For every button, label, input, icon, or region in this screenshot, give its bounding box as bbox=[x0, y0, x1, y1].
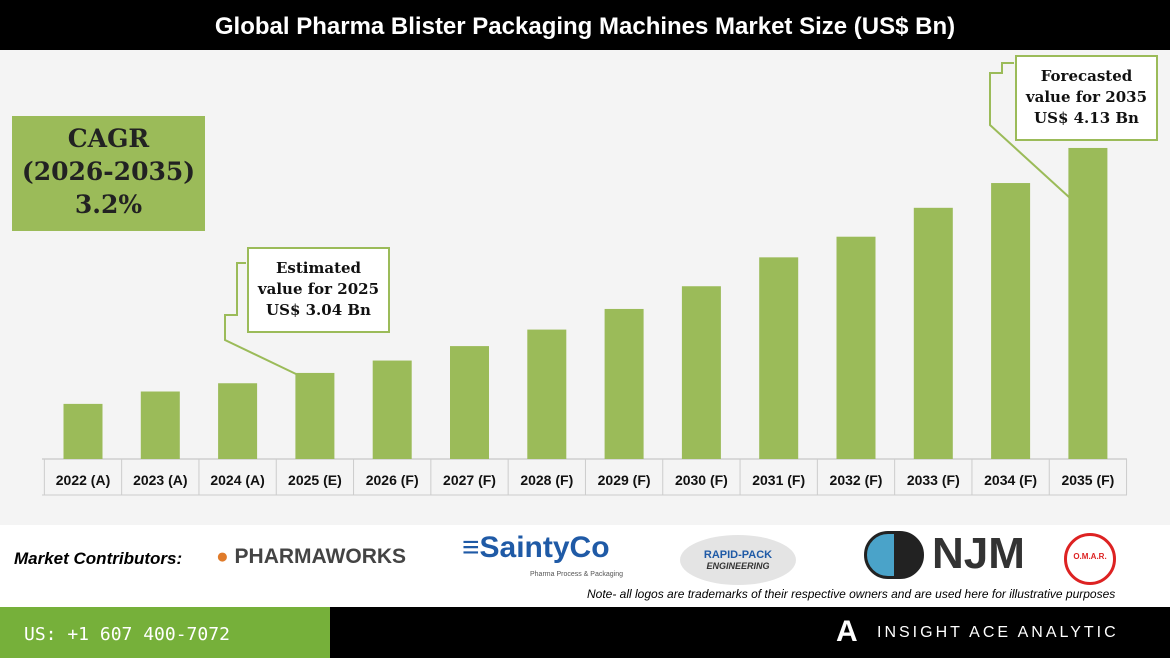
bar-2030 (F) bbox=[681, 286, 721, 459]
x-tick-label: 2028 (F) bbox=[520, 472, 573, 488]
x-tick-label: 2032 (F) bbox=[830, 472, 883, 488]
x-tick-label: 2029 (F) bbox=[598, 472, 651, 488]
bar-2031 (F) bbox=[759, 257, 799, 459]
x-tick-label: 2030 (F) bbox=[675, 472, 728, 488]
trademark-note: Note- all logos are trademarks of their … bbox=[587, 587, 1116, 601]
saintyco-logo: ≡SaintyCo bbox=[462, 531, 610, 564]
bar-2034 (F) bbox=[991, 183, 1031, 459]
brand-logo-icon: A bbox=[836, 615, 858, 648]
bar-2025 (E) bbox=[295, 372, 335, 459]
bar-2029 (F) bbox=[604, 308, 644, 459]
callout-line: Estimated bbox=[275, 259, 362, 277]
omar-logo: O.M.A.R. bbox=[1064, 533, 1116, 585]
x-tick-label: 2034 (F) bbox=[984, 472, 1037, 488]
x-tick-label: 2033 (F) bbox=[907, 472, 960, 488]
bar-2027 (F) bbox=[450, 346, 489, 459]
plot-area: 2022 (A) 2023 (A) 2024 (A) 2025 (E) 2026 (F)… bbox=[0, 50, 1170, 525]
x-tick-label: 2024 (A) bbox=[210, 472, 264, 488]
njm-logo: NJM bbox=[932, 529, 1025, 578]
callout-value: US$ 3.04 Bn bbox=[266, 301, 371, 319]
brand-name: INSIGHT ACE ANALYTIC bbox=[877, 624, 1119, 641]
phone-number[interactable]: US: +1 607 400-7072 bbox=[0, 607, 330, 658]
bar-2033 (F) bbox=[913, 207, 953, 459]
x-tick-label: 2027 (F) bbox=[443, 472, 496, 488]
x-tick-label: 2023 (A) bbox=[133, 472, 187, 488]
callout-value: US$ 4.13 Bn bbox=[1034, 109, 1139, 127]
x-tick-label: 2022 (A) bbox=[56, 472, 110, 488]
bar-chart: 2022 (A) 2023 (A) 2024 (A) 2025 (E) 2026 (F)… bbox=[42, 62, 1128, 496]
cagr-period: (2026-2035) bbox=[21, 157, 196, 186]
callout-line: Forecasted bbox=[1040, 67, 1133, 85]
bar-2023 (A) bbox=[140, 391, 180, 459]
estimated-callout-pointer bbox=[224, 262, 297, 375]
contributors-label: Market Contributors: bbox=[14, 549, 183, 568]
njm-mark-icon bbox=[864, 531, 924, 579]
bar-2022 (A) bbox=[63, 403, 103, 459]
cagr-label: CAGR bbox=[67, 124, 150, 153]
rapid-pack-logo: RAPID-PACK ENGINEERING bbox=[680, 535, 796, 585]
chart-title: Global Pharma Blister Packaging Machines… bbox=[0, 0, 1170, 50]
cagr-box: CAGR (2026-2035) 3.2% bbox=[12, 116, 205, 231]
callout-line: value for 2035 bbox=[1025, 88, 1148, 106]
saintyco-tagline: Pharma Process & Packaging bbox=[530, 571, 623, 578]
x-tick-label: 2026 (F) bbox=[366, 472, 419, 488]
bar-2032 (F) bbox=[836, 236, 876, 459]
x-tick-label: 2035 (F) bbox=[1061, 472, 1114, 488]
forecast-callout: Forecasted value for 2035 US$ 4.13 Bn bbox=[1015, 55, 1158, 141]
bar-2028 (F) bbox=[527, 329, 567, 459]
bar-2035 (F) bbox=[1068, 147, 1108, 459]
cagr-value: 3.2% bbox=[74, 190, 143, 219]
footer-bar: US: +1 607 400-7072 A INSIGHT ACE ANALYT… bbox=[0, 607, 1170, 658]
contributors-section: Market Contributors: ● PHARMAWORKS ≡Sain… bbox=[0, 525, 1170, 607]
callout-line: value for 2025 bbox=[257, 280, 380, 298]
x-tick-label: 2031 (F) bbox=[752, 472, 805, 488]
forecast-callout-pointer bbox=[989, 62, 1071, 199]
x-tick-label: 2025 (E) bbox=[288, 472, 342, 488]
bar-2024 (A) bbox=[218, 383, 258, 459]
pharmaworks-logo: ● PHARMAWORKS bbox=[216, 545, 407, 568]
estimated-callout: Estimated value for 2025 US$ 3.04 Bn bbox=[247, 247, 390, 333]
bar-2026 (F) bbox=[372, 360, 412, 459]
